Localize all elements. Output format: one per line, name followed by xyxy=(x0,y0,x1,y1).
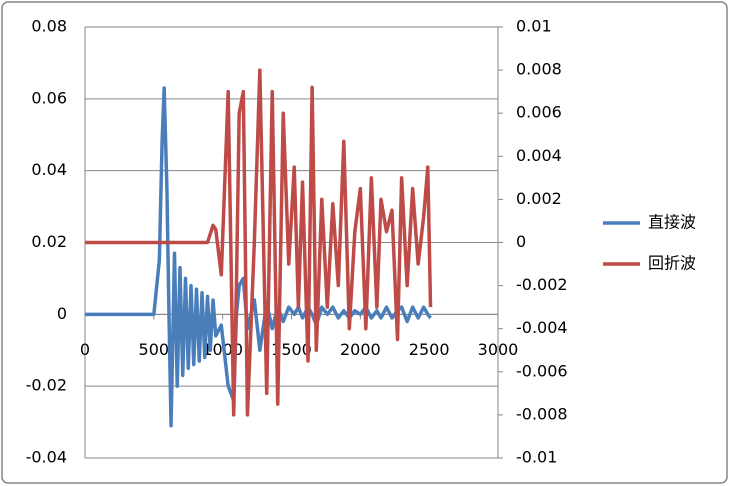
x-tick-label: 500 xyxy=(139,340,170,359)
y2-tick-label: -0.006 xyxy=(516,361,568,380)
y2-tick-label: 0 xyxy=(516,232,526,251)
y-tick-label: 0.08 xyxy=(31,17,67,36)
y2-tick-label: 0.008 xyxy=(516,60,562,79)
y-tick-label: 0.04 xyxy=(31,160,67,179)
x-tick-label: 2500 xyxy=(409,340,450,359)
y2-tick-label: -0.01 xyxy=(516,448,557,467)
y-tick-label: 0 xyxy=(57,304,67,323)
series-line xyxy=(85,86,432,428)
y2-tick-label: 0.002 xyxy=(516,189,562,208)
legend-label: 直接波 xyxy=(648,213,696,232)
legend-label: 回折波 xyxy=(648,254,696,273)
y2-tick-label: -0.002 xyxy=(516,275,568,294)
y2-tick-label: 0.006 xyxy=(516,103,562,122)
y2-tick-label: -0.004 xyxy=(516,318,568,337)
x-tick-label: 3000 xyxy=(478,340,519,359)
x-tick-label: 1500 xyxy=(271,340,312,359)
x-tick-label: 2000 xyxy=(340,340,381,359)
y2-tick-label: 0.01 xyxy=(516,17,552,36)
y-tick-label: 0.06 xyxy=(31,88,67,107)
y-tick-label: 0.02 xyxy=(31,232,67,251)
y-tick-label: -0.02 xyxy=(26,376,67,395)
y-tick-label: -0.04 xyxy=(26,448,67,467)
y2-tick-label: -0.008 xyxy=(516,404,568,423)
y2-tick-label: 0.004 xyxy=(516,146,562,165)
x-tick-label: 0 xyxy=(80,340,90,359)
series-line xyxy=(85,68,433,417)
